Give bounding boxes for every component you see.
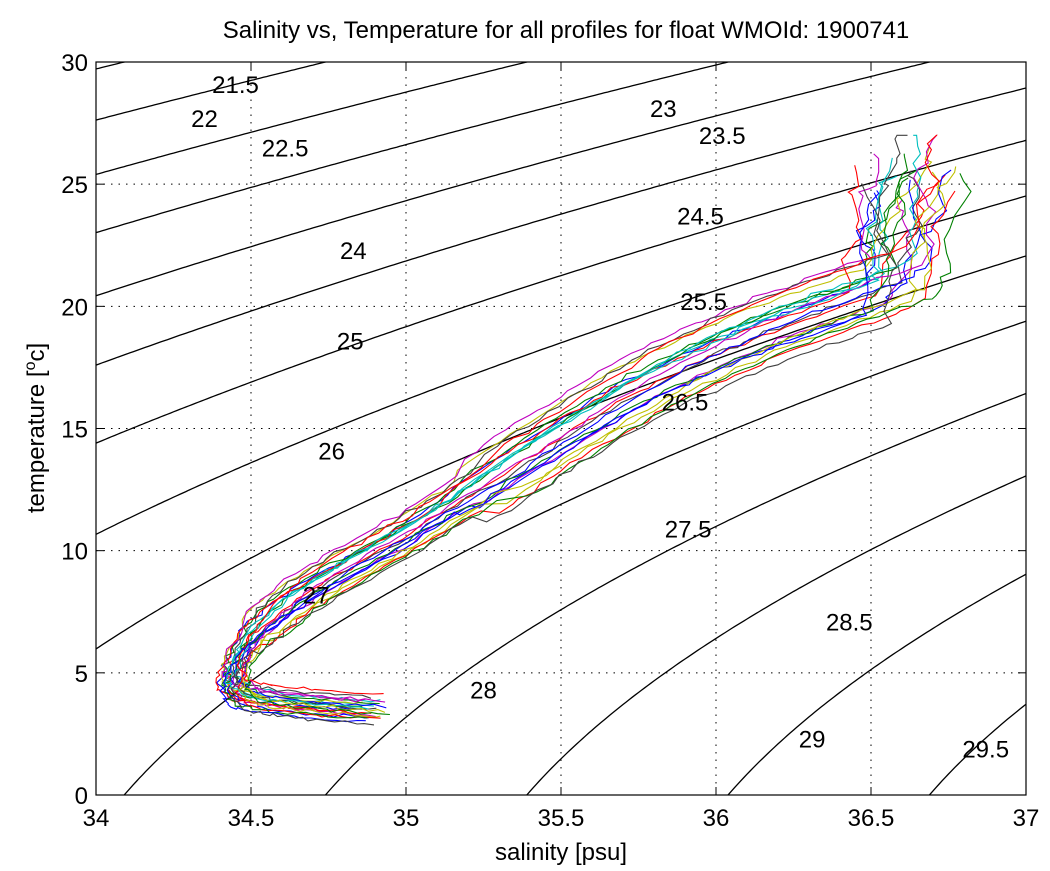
- profile-line: [242, 134, 938, 703]
- density-contour-label: 29.5: [962, 736, 1009, 763]
- density-contour-label: 25: [337, 328, 364, 355]
- profile-line: [238, 171, 940, 718]
- y-tick-label: 10: [61, 539, 88, 566]
- profile-line: [224, 174, 946, 715]
- density-contour-label: 28: [470, 678, 497, 705]
- axis-ticks: 34 34.5 35 35.5 36 36.5 37 0 5 10 15 20 25 30: [61, 50, 1039, 832]
- density-contour-label: 25.5: [680, 289, 727, 316]
- y-tick-label: 15: [61, 417, 88, 444]
- x-tick-label: 36: [703, 805, 730, 832]
- profile-line: [233, 134, 922, 703]
- grid-lines: [96, 62, 1026, 795]
- density-contour-label: 27: [303, 582, 330, 609]
- x-tick-label: 34.5: [228, 805, 275, 832]
- profile-line: [243, 173, 972, 716]
- profile-line: [223, 177, 909, 719]
- profile-line: [224, 157, 893, 710]
- density-contour-label: 23.5: [699, 123, 746, 150]
- x-tick-label: 34: [83, 805, 110, 832]
- density-contour-label: 27.5: [665, 516, 712, 543]
- y-tick-label: 0: [75, 783, 88, 810]
- density-contour-label: 24.5: [677, 204, 724, 231]
- profile-line: [234, 190, 956, 719]
- density-contour-line: [324, 392, 1026, 795]
- density-contour-line: [96, 62, 329, 121]
- density-contour-labels: 21.5 22 22.5 23 23.5 24 24.5 25 25.5 26 26.5 27 27.5…: [191, 72, 1009, 764]
- y-tick-label: 5: [75, 661, 88, 688]
- profile-line: [219, 190, 880, 723]
- density-contour-label: 26.5: [662, 389, 709, 416]
- density-contour-label: 23: [650, 96, 677, 123]
- profile-line: [230, 184, 898, 726]
- density-contour-line: [96, 62, 731, 234]
- density-contour-line: [96, 195, 1026, 535]
- density-contour-line: [928, 703, 1026, 795]
- density-contour-label: 21.5: [212, 72, 259, 99]
- density-contour-label: 22: [191, 106, 218, 133]
- x-tick-label: 35.5: [538, 805, 585, 832]
- y-tick-label: 30: [61, 50, 88, 77]
- x-axis-label: salinity [psu]: [495, 839, 627, 866]
- density-contour-line: [96, 62, 933, 297]
- density-contour-label: 22.5: [262, 135, 309, 162]
- chart-title: Salinity vs, Temperature for all profile…: [223, 17, 910, 44]
- density-contour-line: [96, 62, 530, 176]
- y-axis-label: temperature [oc]: [22, 343, 50, 513]
- x-tick-label: 36.5: [848, 805, 895, 832]
- float-profiles: [215, 134, 972, 726]
- profile-line: [243, 166, 957, 713]
- density-contour-line: [96, 87, 1026, 366]
- x-tick-label: 35: [393, 805, 420, 832]
- density-contour-label: 28.5: [826, 609, 873, 636]
- x-tick-label: 37: [1013, 805, 1040, 832]
- density-contour-line: [525, 475, 1026, 795]
- density-contour-line: [727, 573, 1026, 795]
- density-contour-label: 24: [340, 238, 367, 265]
- profile-line: [236, 134, 940, 695]
- density-contour-line: [96, 139, 1026, 444]
- density-contour-label: 26: [318, 438, 345, 465]
- density-contour-label: 29: [799, 727, 826, 754]
- y-tick-label: 25: [61, 172, 88, 199]
- profile-line: [231, 134, 908, 699]
- y-tick-label: 20: [61, 294, 88, 321]
- profile-line: [221, 153, 880, 701]
